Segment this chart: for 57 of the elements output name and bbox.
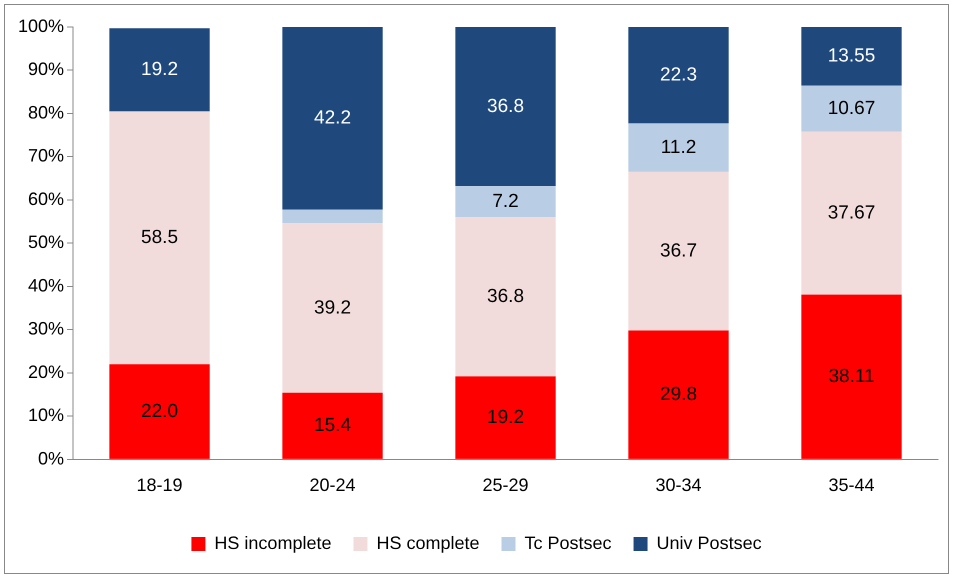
bar (628, 123, 729, 172)
bar (628, 27, 729, 124)
y-tick-label: 60% (28, 188, 64, 209)
y-tick-label: 100% (18, 16, 64, 36)
data-label: 19.2 (487, 406, 524, 428)
legend-label: HS incomplete (214, 532, 332, 553)
bar (801, 294, 902, 459)
bar (109, 28, 210, 112)
y-tick-label: 30% (28, 318, 64, 339)
y-tick-label: 90% (28, 59, 64, 80)
y-tick-label: 10% (28, 405, 64, 426)
legend-label: HS complete (376, 532, 480, 553)
data-label: 15.4 (314, 415, 352, 436)
data-label: 29.8 (660, 384, 698, 405)
bar (801, 86, 902, 132)
bar (282, 27, 383, 210)
bar (801, 27, 902, 86)
bar (628, 330, 729, 459)
y-tick-label: 40% (28, 275, 64, 296)
data-label: 36.8 (487, 96, 524, 117)
bar (455, 217, 556, 376)
x-tick-label: 25-29 (482, 475, 529, 496)
data-label: 13.55 (828, 46, 876, 67)
bar (282, 223, 383, 393)
x-tick-label: 30-34 (655, 475, 702, 496)
bar (109, 364, 210, 459)
x-tick-label: 20-24 (310, 475, 356, 496)
data-label: 37.67 (828, 202, 876, 224)
data-label: 42.2 (314, 107, 352, 128)
data-label: 36.8 (487, 286, 524, 308)
data-label: 22.0 (141, 400, 178, 422)
y-tick-label: 0% (38, 448, 64, 468)
data-label: 39.2 (314, 297, 352, 318)
bar (455, 376, 556, 459)
data-label: 19.2 (141, 59, 178, 80)
y-tick-label: 70% (28, 146, 64, 166)
bar (628, 172, 729, 331)
legend-label: Tc Postsec (524, 532, 612, 553)
data-label: 11.2 (660, 136, 696, 158)
data-label: 10.67 (828, 98, 876, 119)
data-label: 22.3 (660, 64, 698, 86)
bar (801, 132, 902, 295)
bar (109, 111, 210, 364)
y-tick-label: 20% (28, 362, 64, 382)
y-tick-label: 80% (28, 102, 64, 122)
bar (282, 392, 383, 459)
x-tick-label: 18-19 (136, 475, 183, 496)
data-label: 7.2 (492, 190, 519, 212)
legend-label: Univ Postsec (656, 532, 762, 553)
y-tick-label: 50% (28, 232, 64, 252)
bar (455, 27, 556, 186)
bar (455, 186, 556, 218)
x-tick-label: 35-44 (828, 475, 875, 496)
data-label: 38.11 (828, 366, 875, 387)
bar (282, 209, 383, 224)
data-label: 36.7 (660, 240, 698, 262)
data-label: 58.5 (141, 227, 178, 248)
